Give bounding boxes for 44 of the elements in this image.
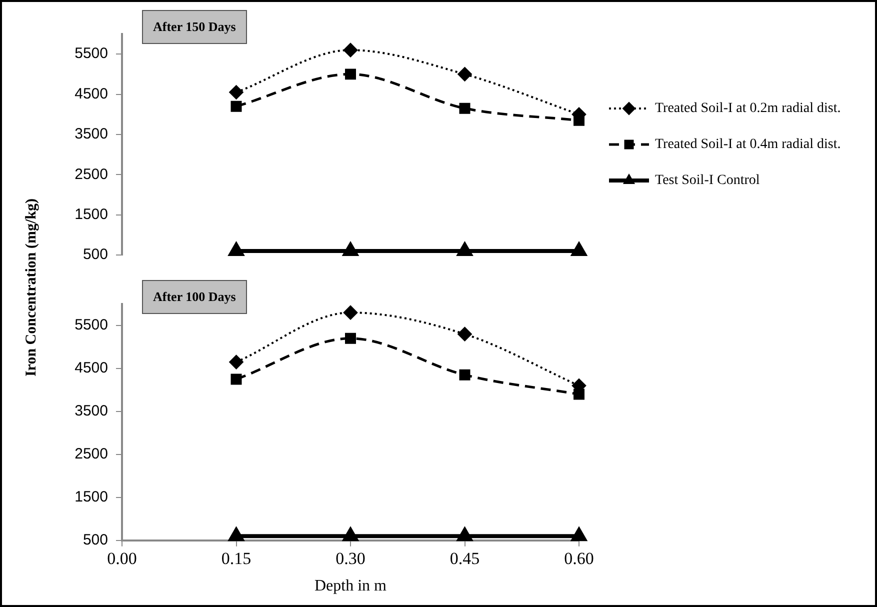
- point: [458, 528, 472, 542]
- point: [230, 374, 242, 385]
- y-tick-label: 500: [82, 532, 108, 549]
- x-tick-label: 0.45: [450, 549, 480, 568]
- x-tick-label: 0.15: [221, 549, 252, 568]
- x-tick-label: 0.00: [107, 549, 137, 568]
- y-tick-label: 1500: [74, 488, 108, 506]
- point: [459, 369, 470, 380]
- point: [345, 68, 356, 80]
- y-tick-label: 5500: [74, 316, 108, 334]
- y-tick-label: 3500: [74, 126, 108, 143]
- x-tick-label: 0.60: [564, 549, 594, 568]
- point: [229, 355, 244, 370]
- point: [459, 102, 470, 114]
- y-axis-title: Iron Concentration (mg/kg): [24, 198, 41, 376]
- legend-label: Treated Soil-I at 0.4m radial dist.: [655, 137, 841, 152]
- x-tick-label: 0.30: [336, 549, 366, 568]
- point: [229, 85, 244, 100]
- y-tick-label: 5500: [74, 45, 108, 62]
- x-axis-title: Depth in m: [314, 578, 388, 595]
- point: [344, 306, 358, 320]
- legend-label: Treated Soil-I at 0.2m radial dist.: [655, 101, 841, 116]
- point: [345, 332, 356, 344]
- chart-title: After 100 Days: [142, 280, 247, 314]
- y-tick-label: 4500: [74, 85, 108, 102]
- point: [572, 242, 586, 256]
- chart-title: After 150 Days: [142, 10, 247, 44]
- point: [572, 528, 586, 542]
- y-tick-label: 500: [82, 246, 108, 264]
- y-tick-label: 2500: [74, 166, 108, 183]
- point: [458, 67, 472, 82]
- point: [458, 242, 472, 256]
- legend-label: Test Soil-I Control: [655, 173, 760, 188]
- point: [458, 327, 472, 342]
- point: [344, 43, 358, 58]
- point: [230, 100, 242, 112]
- point: [343, 242, 358, 256]
- y-tick-label: 2500: [74, 446, 108, 463]
- y-tick-label: 3500: [74, 402, 108, 420]
- point: [343, 528, 358, 542]
- y-tick-label: 4500: [74, 360, 108, 377]
- y-tick-label: 1500: [74, 206, 108, 223]
- point: [229, 242, 244, 256]
- point: [229, 528, 244, 542]
